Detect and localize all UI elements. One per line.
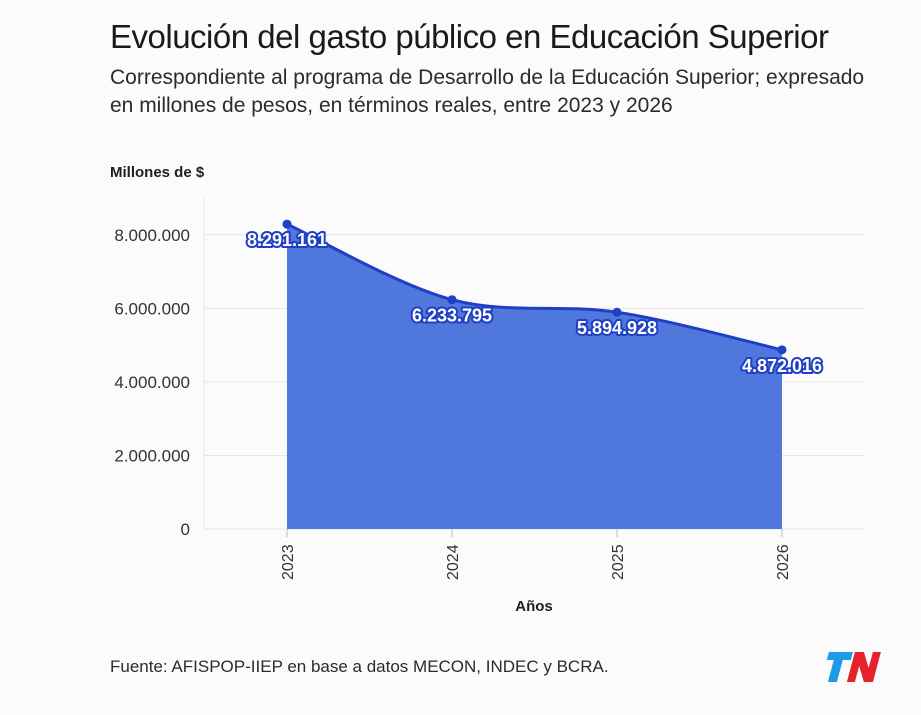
x-tick-label: 2024: [445, 544, 462, 580]
y-tick-label: 2.000.000: [114, 446, 190, 465]
y-tick-label: 6.000.000: [114, 299, 190, 318]
data-point: [777, 345, 787, 355]
data-label: 8.291.161: [247, 230, 327, 250]
tn-logo: [826, 652, 881, 682]
area-series: [282, 219, 787, 529]
y-tick-label: 4.000.000: [114, 373, 190, 392]
x-tick-label: 2025: [610, 544, 627, 580]
data-point: [282, 219, 292, 229]
y-tick-label: 0: [181, 520, 190, 539]
x-tick-label: 2023: [280, 544, 297, 580]
data-point: [612, 307, 622, 317]
chart-title: Evolución del gasto público en Educación…: [110, 18, 829, 55]
data-label: 4.872.016: [742, 356, 822, 376]
data-labels: 8.291.161 6.233.795 5.894.928 4.872.016: [245, 228, 824, 378]
area-fill: [287, 224, 782, 529]
chart-subtitle: Correspondiente al programa de Desarroll…: [110, 66, 865, 117]
x-tick-label: 2026: [775, 544, 792, 580]
data-point: [447, 295, 457, 305]
data-label: 5.894.928: [577, 318, 657, 338]
series-line: [286, 222, 783, 352]
y-tick-label: 8.000.000: [114, 226, 190, 245]
area-chart: 0 2.000.000 4.000.000 6.000.000 8.000.000 202…: [110, 164, 865, 615]
axes: 0 2.000.000 4.000.000 6.000.000 8.000.000 202…: [114, 226, 792, 580]
source-note: Fuente: AFISPOP-IIEP en base a datos MEC…: [110, 657, 609, 676]
y-axis-title: Millones de $: [110, 164, 205, 181]
data-label: 6.233.795: [412, 306, 492, 326]
x-axis-title: Años: [515, 598, 553, 615]
